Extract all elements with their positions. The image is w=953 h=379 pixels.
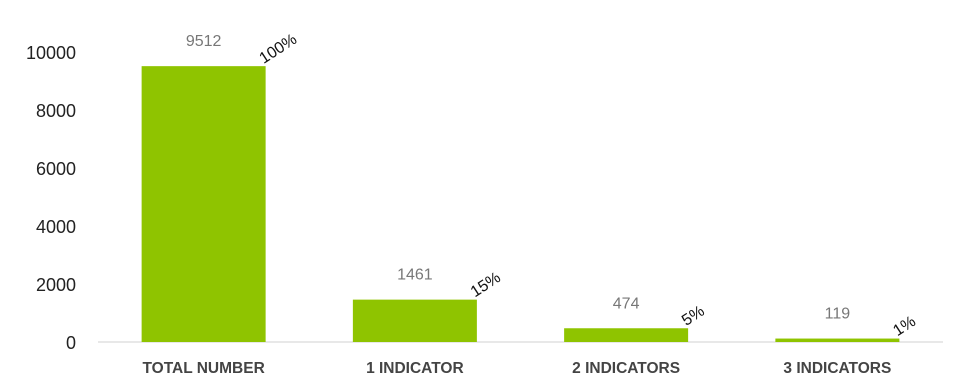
y-tick-label: 0 xyxy=(66,333,76,353)
value-label: 474 xyxy=(613,295,640,312)
bar xyxy=(141,66,266,342)
value-label: 119 xyxy=(825,306,851,323)
y-tick-label: 2000 xyxy=(36,275,76,295)
x-axis-ticks: TOTAL NUMBER 1 INDICATOR 2 INDICATORS 3 IND… xyxy=(142,360,891,377)
value-label: 1461 xyxy=(397,267,433,284)
x-tick-label: 2 INDICATORS xyxy=(572,360,680,377)
percent-label: 100% xyxy=(257,31,301,68)
bar xyxy=(352,299,477,342)
y-tick-label: 10000 xyxy=(26,43,76,63)
percent-label: 1% xyxy=(890,313,919,340)
y-tick-label: 8000 xyxy=(36,101,76,121)
y-tick-label: 4000 xyxy=(36,217,76,237)
percent-labels: 100% 15% 5% 1% xyxy=(257,31,919,340)
percent-label: 5% xyxy=(679,303,708,330)
bar xyxy=(564,328,689,342)
x-tick-label: 3 INDICATORS xyxy=(783,360,891,377)
x-tick-label: TOTAL NUMBER xyxy=(142,360,264,377)
bars xyxy=(141,66,900,342)
bar xyxy=(775,338,900,342)
x-tick-label: 1 INDICATOR xyxy=(366,360,464,377)
percent-label: 15% xyxy=(468,269,504,301)
value-label: 9512 xyxy=(186,33,222,50)
value-labels: 9512 1461 474 119 xyxy=(186,33,850,322)
y-tick-label: 6000 xyxy=(36,159,76,179)
y-axis-ticks: 0 2000 4000 6000 8000 10000 xyxy=(26,43,76,353)
